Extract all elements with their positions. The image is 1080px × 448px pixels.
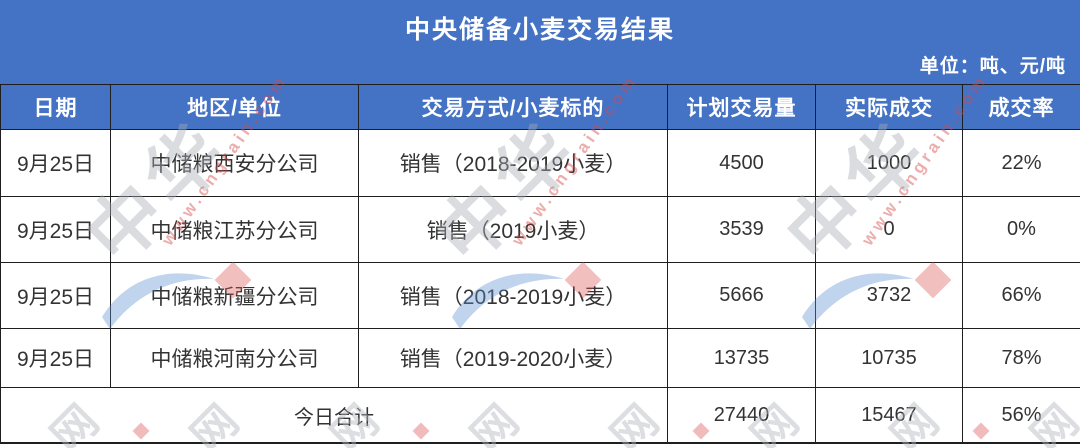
cell-region: 中储粮新疆分公司 xyxy=(111,263,359,329)
cell-date: 9月25日 xyxy=(1,130,111,197)
total-rate: 56% xyxy=(963,388,1080,444)
cell-planned: 4500 xyxy=(668,130,816,197)
total-row: 今日合计 27440 15467 56% xyxy=(0,388,1080,444)
cell-mode: 销售（2019小麦） xyxy=(359,197,668,263)
cell-region: 中储粮江苏分公司 xyxy=(111,197,359,263)
cell-actual: 1000 xyxy=(816,130,963,197)
header-cell-region: 地区/单位 xyxy=(111,84,359,130)
results-table: 日期 地区/单位 交易方式/小麦标的 计划交易量 实际成交 成交率 9月25日 … xyxy=(0,84,1080,444)
total-label: 今日合计 xyxy=(1,388,668,444)
cell-rate: 66% xyxy=(963,263,1080,329)
cell-mode: 销售（2019-2020小麦） xyxy=(359,329,668,388)
cell-planned: 13735 xyxy=(668,329,816,388)
title-banner: 中央储备小麦交易结果 单位：吨、元/吨 xyxy=(0,0,1080,84)
header-cell-actual: 实际成交 xyxy=(816,84,963,130)
cell-planned: 5666 xyxy=(668,263,816,329)
cell-region: 中储粮西安分公司 xyxy=(111,130,359,197)
header-cell-date: 日期 xyxy=(1,84,111,130)
cell-rate: 0% xyxy=(963,197,1080,263)
unit-note: 单位：吨、元/吨 xyxy=(919,56,1066,77)
cell-actual: 0 xyxy=(816,197,963,263)
cell-rate: 78% xyxy=(963,329,1080,388)
table-row: 9月25日 中储粮江苏分公司 销售（2019小麦） 3539 0 0% xyxy=(0,197,1080,263)
table-row: 9月25日 中储粮西安分公司 销售（2018-2019小麦） 4500 1000… xyxy=(0,130,1080,197)
cell-rate: 22% xyxy=(963,130,1080,197)
table-row: 9月25日 中储粮河南分公司 销售（2019-2020小麦） 13735 107… xyxy=(0,329,1080,388)
cell-region: 中储粮河南分公司 xyxy=(111,329,359,388)
cell-mode: 销售（2018-2019小麦） xyxy=(359,130,668,197)
cell-planned: 3539 xyxy=(668,197,816,263)
cell-actual: 3732 xyxy=(816,263,963,329)
page-title: 中央储备小麦交易结果 xyxy=(404,16,675,44)
header-cell-planned: 计划交易量 xyxy=(668,84,816,130)
table-header-row: 日期 地区/单位 交易方式/小麦标的 计划交易量 实际成交 成交率 xyxy=(0,84,1080,130)
cell-date: 9月25日 xyxy=(1,197,111,263)
cell-actual: 10735 xyxy=(816,329,963,388)
cell-date: 9月25日 xyxy=(1,329,111,388)
cell-date: 9月25日 xyxy=(1,263,111,329)
total-actual: 15467 xyxy=(816,388,963,444)
header-cell-rate: 成交率 xyxy=(963,84,1080,130)
total-planned: 27440 xyxy=(668,388,816,444)
table-row: 9月25日 中储粮新疆分公司 销售（2018-2019小麦） 5666 3732… xyxy=(0,263,1080,329)
cell-mode: 销售（2018-2019小麦） xyxy=(359,263,668,329)
header-cell-mode: 交易方式/小麦标的 xyxy=(359,84,668,130)
